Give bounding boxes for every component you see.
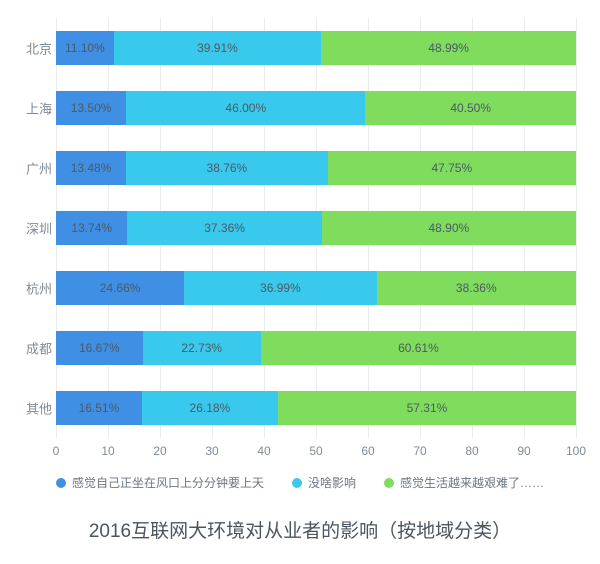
x-axis-tick: 60 — [361, 444, 374, 458]
category-label: 北京 — [12, 39, 52, 58]
x-axis-tick: 70 — [413, 444, 426, 458]
bar-segment: 47.75% — [328, 151, 576, 185]
x-axis-tick: 90 — [517, 444, 530, 458]
category-label: 成都 — [12, 339, 52, 358]
x-axis-tick: 10 — [101, 444, 114, 458]
x-axis: 0102030405060708090100 — [56, 438, 576, 462]
x-axis-tick: 20 — [153, 444, 166, 458]
stacked-bar: 13.50%46.00%40.50% — [56, 91, 576, 125]
legend-item: 感觉生活越来越艰难了…… — [384, 474, 544, 491]
chart-title: 2016互联网大环境对从业者的影响（按地域分类） — [0, 516, 600, 543]
x-axis-tick: 80 — [465, 444, 478, 458]
bar-segment: 39.91% — [114, 31, 322, 65]
stacked-bar: 13.74%37.36%48.90% — [56, 211, 576, 245]
bar-segment: 38.76% — [126, 151, 328, 185]
x-axis-tick: 30 — [205, 444, 218, 458]
bar-segment: 13.48% — [56, 151, 126, 185]
legend-label: 感觉生活越来越艰难了…… — [400, 474, 544, 491]
bar-segment: 26.18% — [142, 391, 278, 425]
bar-segment: 36.99% — [184, 271, 376, 305]
legend-swatch — [384, 478, 394, 488]
stacked-bar: 16.51%26.18%57.31% — [56, 391, 576, 425]
category-label: 广州 — [12, 159, 52, 178]
bar-segment: 13.74% — [56, 211, 127, 245]
bar-rows: 北京11.10%39.91%48.99% 上海13.50%46.00%40.50%… — [56, 18, 576, 438]
legend-label: 感觉自己正坐在风口上分分钟要上天 — [72, 474, 264, 491]
bar-segment: 24.66% — [56, 271, 184, 305]
category-label: 其他 — [12, 399, 52, 418]
bar-row: 成都16.67%22.73%60.61% — [56, 331, 576, 365]
category-label: 杭州 — [12, 279, 52, 298]
stacked-bar: 13.48%38.76%47.75% — [56, 151, 576, 185]
bar-segment: 22.73% — [143, 331, 261, 365]
category-label: 上海 — [12, 99, 52, 118]
bar-row: 杭州24.66%36.99%38.36% — [56, 271, 576, 305]
bar-row: 上海13.50%46.00%40.50% — [56, 91, 576, 125]
grid-line — [576, 18, 577, 438]
legend: 感觉自己正坐在风口上分分钟要上天 没啥影响 感觉生活越来越艰难了…… — [0, 474, 600, 491]
legend-swatch — [56, 478, 66, 488]
legend-item: 没啥影响 — [292, 474, 356, 491]
bar-segment: 11.10% — [56, 31, 114, 65]
x-axis-tick: 100 — [566, 444, 586, 458]
plot-area: 北京11.10%39.91%48.99% 上海13.50%46.00%40.50%… — [56, 18, 576, 438]
legend-item: 感觉自己正坐在风口上分分钟要上天 — [56, 474, 264, 491]
bar-segment: 46.00% — [126, 91, 365, 125]
x-axis-tick: 40 — [257, 444, 270, 458]
stacked-bar: 11.10%39.91%48.99% — [56, 31, 576, 65]
x-axis-tick: 0 — [53, 444, 60, 458]
legend-label: 没啥影响 — [308, 474, 356, 491]
x-axis-tick: 50 — [309, 444, 322, 458]
legend-swatch — [292, 478, 302, 488]
category-label: 深圳 — [12, 219, 52, 238]
stacked-bar-chart: 北京11.10%39.91%48.99% 上海13.50%46.00%40.50%… — [0, 0, 600, 564]
bar-row: 广州13.48%38.76%47.75% — [56, 151, 576, 185]
bar-segment: 57.31% — [278, 391, 576, 425]
bar-segment: 13.50% — [56, 91, 126, 125]
bar-segment: 60.61% — [261, 331, 576, 365]
bar-row: 深圳13.74%37.36%48.90% — [56, 211, 576, 245]
bar-segment: 16.51% — [56, 391, 142, 425]
bar-segment: 16.67% — [56, 331, 143, 365]
bar-segment: 48.99% — [321, 31, 576, 65]
bar-row: 北京11.10%39.91%48.99% — [56, 31, 576, 65]
bar-segment: 40.50% — [365, 91, 576, 125]
stacked-bar: 16.67%22.73%60.61% — [56, 331, 576, 365]
bar-row: 其他16.51%26.18%57.31% — [56, 391, 576, 425]
bar-segment: 48.90% — [322, 211, 576, 245]
stacked-bar: 24.66%36.99%38.36% — [56, 271, 576, 305]
bar-segment: 38.36% — [377, 271, 576, 305]
bar-segment: 37.36% — [127, 211, 321, 245]
